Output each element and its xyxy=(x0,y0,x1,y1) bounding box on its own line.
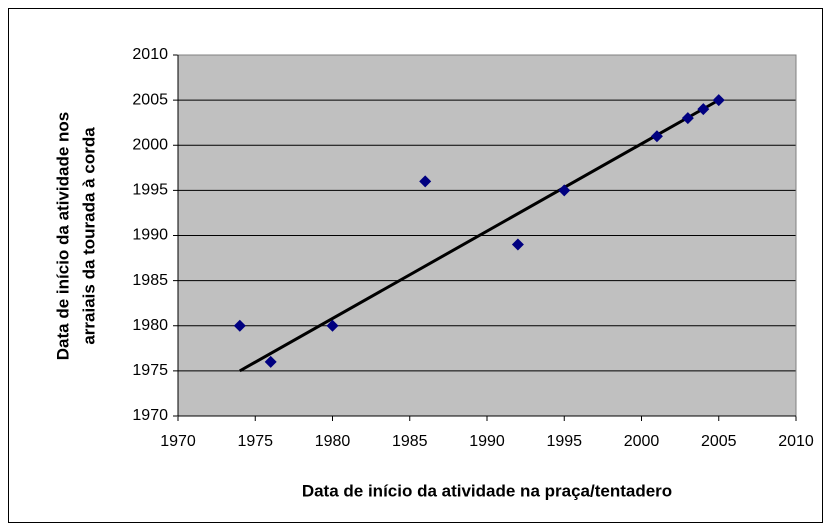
x-tick-label: 1995 xyxy=(546,433,582,450)
y-tick-label: 2010 xyxy=(132,46,168,63)
y-tick-label: 2005 xyxy=(132,91,168,108)
x-tick-label: 2000 xyxy=(624,433,660,450)
marker xyxy=(697,103,710,116)
x-tick-label: 1980 xyxy=(315,433,351,450)
y-tick-label: 1970 xyxy=(132,407,168,424)
y-tick-label: 1990 xyxy=(132,227,168,244)
marker xyxy=(511,238,524,251)
marker xyxy=(419,175,432,188)
x-axis-title: Data de início da atividade na praça/ten… xyxy=(302,481,672,500)
trendline xyxy=(239,98,720,373)
marker xyxy=(681,112,694,125)
y-tick-label: 1995 xyxy=(132,182,168,199)
x-tick-label: 1970 xyxy=(160,433,196,450)
x-tick-label: 2005 xyxy=(701,433,737,450)
marker xyxy=(650,130,663,143)
marker xyxy=(264,355,277,368)
y-tick-label: 2000 xyxy=(132,136,168,153)
marker xyxy=(326,319,339,332)
marker xyxy=(233,319,246,332)
x-tick-label: 1975 xyxy=(237,433,273,450)
y-tick-label: 1985 xyxy=(132,272,168,289)
y-axis-title: Data de início da atividade nos xyxy=(53,112,72,360)
y-axis-title: arraiais da tourada à corda xyxy=(79,127,98,345)
marker xyxy=(712,94,725,107)
x-tick-label: 1990 xyxy=(469,433,505,450)
y-tick-label: 1975 xyxy=(132,362,168,379)
marker xyxy=(558,184,571,197)
x-tick-label: 2010 xyxy=(778,433,814,450)
x-tick-label: 1985 xyxy=(392,433,428,450)
y-tick-label: 1980 xyxy=(132,317,168,334)
